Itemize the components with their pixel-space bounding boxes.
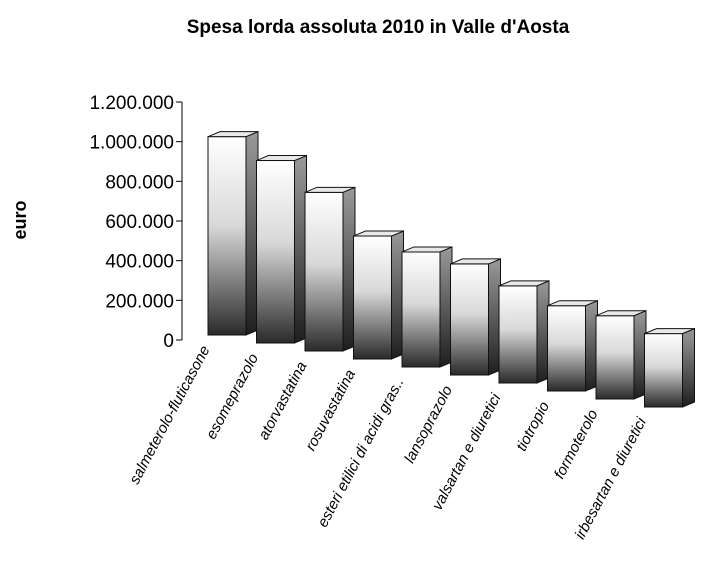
bar-front [207,136,247,336]
bar-front [353,235,392,360]
bar-top [547,300,598,307]
bar [644,327,695,408]
y-tick-label: 400.000 [105,252,174,273]
x-tick-label: rosuvastatina [302,367,359,454]
bar [256,154,307,344]
y-axis-label: euro [10,200,30,239]
bar [353,230,404,360]
y-tick-label: 1.200.000 [89,93,174,114]
bar-side [682,327,695,408]
bar-top [207,131,259,138]
bar-top [644,328,695,335]
bar [207,130,259,336]
bar-top [595,310,647,317]
bar-top [450,258,501,265]
y-tick-label: 600.000 [105,212,174,233]
bar [450,258,501,376]
bar [498,280,550,384]
bar [401,246,453,368]
bar-top [304,186,356,193]
bar-front [644,333,683,408]
bar-top [498,280,550,287]
bar [595,309,647,400]
y-tick-label: 200.000 [105,291,174,312]
bar-front [498,285,538,384]
bar-front [304,191,344,352]
bar-front [401,251,441,368]
bar-front [450,263,489,376]
x-tick-label: esomeprazolo [203,351,262,442]
bar-top [256,155,307,162]
bar-top [353,230,404,237]
x-tick-label: salmeterolo-fluticasone [126,343,213,487]
bar-front [256,160,295,344]
chart-title: Spesa lorda assoluta 2010 in Valle d'Aos… [187,17,570,38]
bar [304,186,356,352]
y-tick-label: 1.000.000 [89,133,174,154]
bar-front [547,305,586,392]
y-tick-label: 800.000 [105,172,174,193]
y-tick-label: 0 [163,331,174,352]
bar [547,299,598,392]
x-tick-label: formoterolo [551,407,602,482]
x-tick-label: tiotropio [513,399,553,454]
bar-top [401,246,453,253]
x-tick-label: lansoprazolo [401,383,456,466]
x-tick-label: atorvastatina [255,359,310,443]
bar-front [595,315,635,400]
